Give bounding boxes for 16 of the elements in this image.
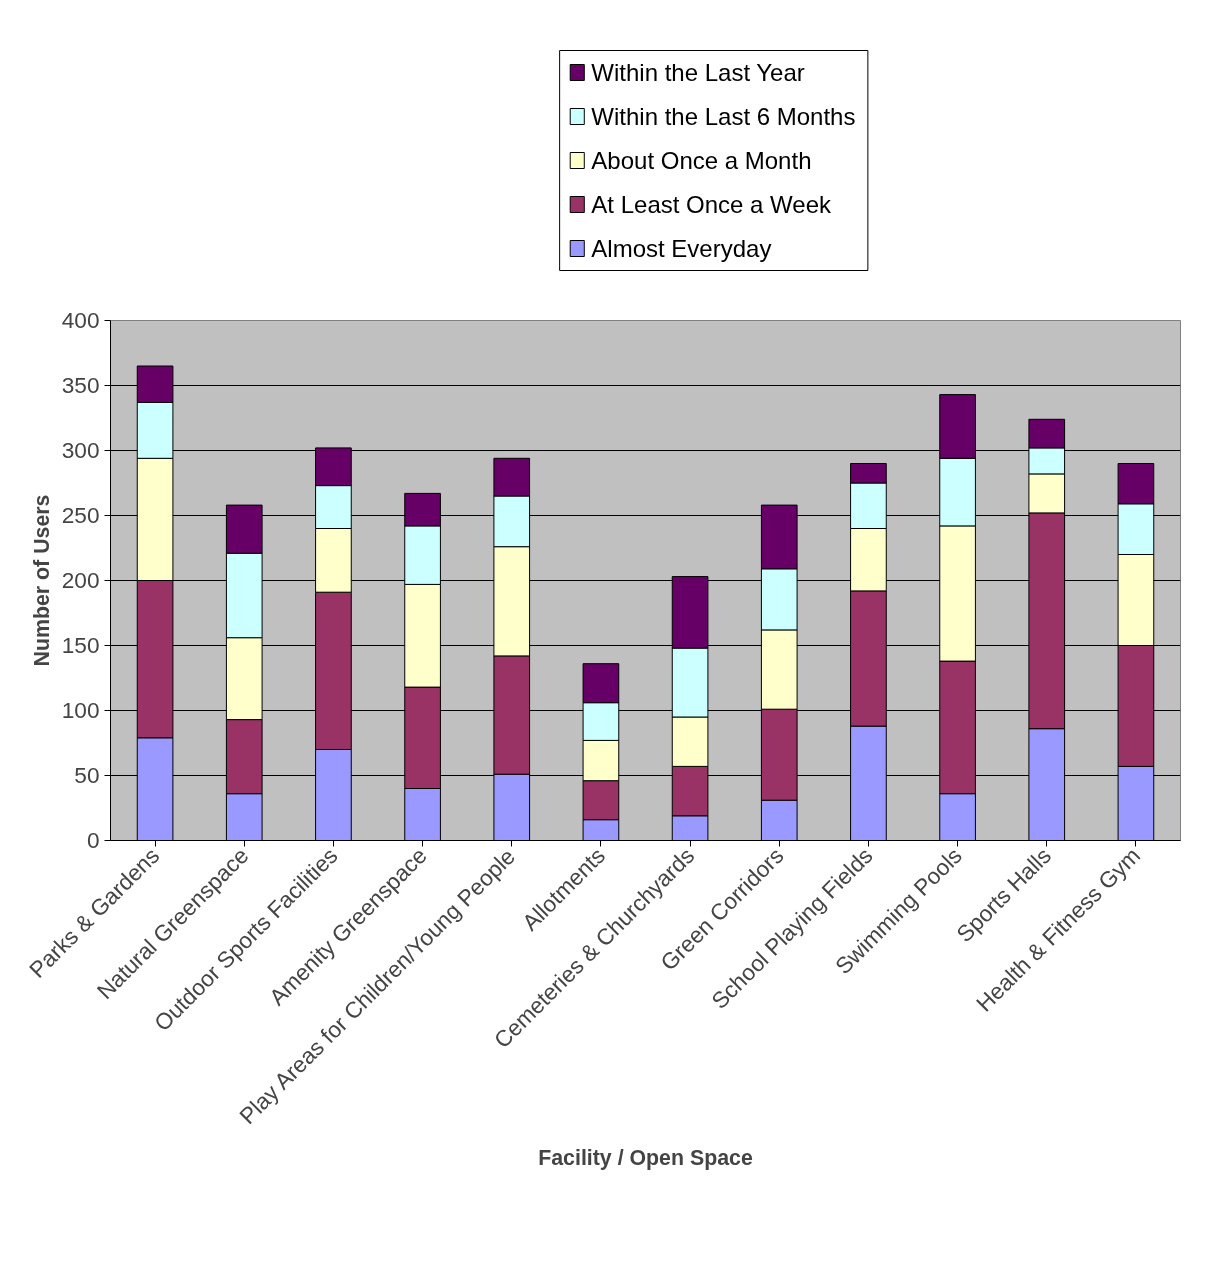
y-tick-label: 400 [61, 307, 100, 333]
x-axis-title: Facility / Open Space [538, 1146, 753, 1171]
legend-label: Almost Everyday [591, 235, 772, 262]
y-tick-label: 250 [61, 502, 100, 528]
y-tick-label: 50 [74, 762, 100, 788]
y-tick-label: 150 [61, 632, 100, 658]
legend-label: At Least Once a Week [591, 191, 833, 218]
y-tick-label: 300 [61, 437, 100, 463]
y-tick-label: 200 [61, 567, 100, 593]
y-axis-title: Number of Users [29, 494, 54, 667]
y-tick-label: 350 [61, 372, 100, 398]
legend-label: About Once a Month [591, 147, 812, 174]
y-tick-label: 100 [61, 697, 100, 723]
y-tick-label: 0 [86, 827, 100, 853]
legend-label: Within the Last Year [591, 59, 805, 86]
legend-label: Within the Last 6 Months [591, 103, 856, 130]
